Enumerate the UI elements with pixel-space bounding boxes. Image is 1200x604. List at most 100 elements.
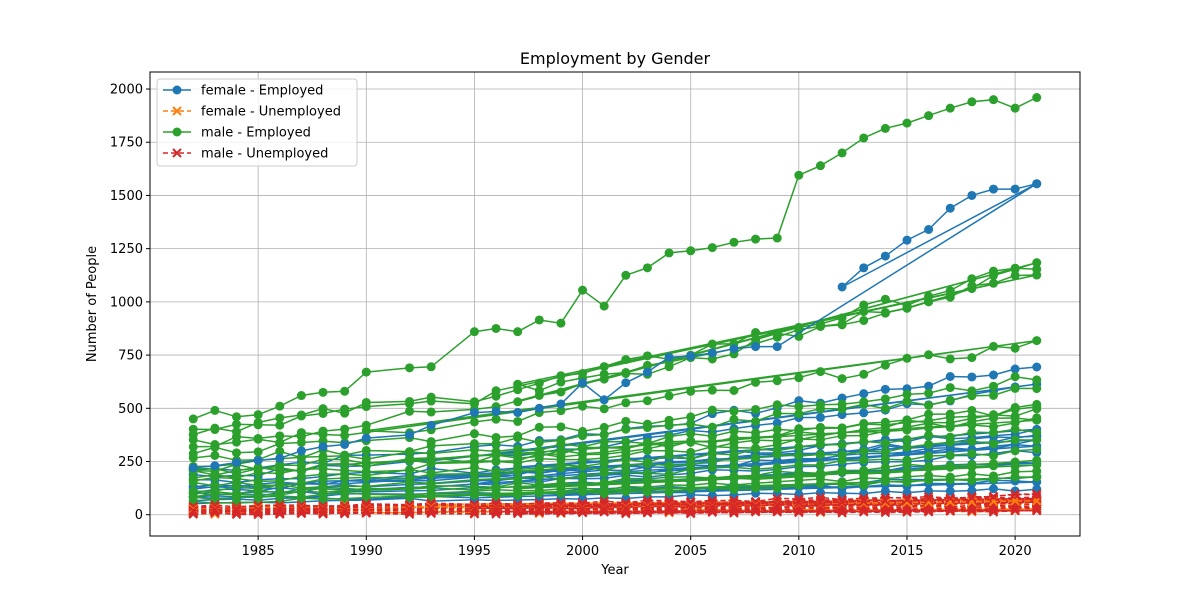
male-employed-group-marker [275, 438, 285, 448]
series-0-point [686, 351, 696, 361]
male-employed-group-marker [945, 462, 955, 472]
male-employed-group-marker [534, 437, 544, 447]
male-employed-group-marker [967, 449, 977, 459]
male-employed-group-marker [686, 419, 696, 429]
male-employed-group-marker [534, 479, 544, 489]
male-employed-group-marker [621, 460, 631, 470]
male-employed-group-marker [491, 474, 501, 484]
series-3-point [685, 502, 696, 512]
male-employed-group-marker [1032, 472, 1042, 482]
series-2-point [188, 414, 198, 424]
male-employed-group-marker [902, 459, 912, 469]
series-3-point [664, 501, 674, 512]
x-tick-label: 2020 [999, 544, 1032, 559]
male-employed-group-marker [556, 377, 566, 387]
male-employed-group-marker [902, 389, 912, 399]
x-axis-label: Year [600, 563, 629, 578]
male-employed-group-marker [253, 447, 263, 457]
series-0-point [772, 342, 782, 352]
male-employed-group-marker [794, 480, 804, 490]
x-axis-ticks: 1985 1990 1995 2000 2005 2010 2015 2020 [242, 536, 1032, 559]
male-employed-group-marker [902, 442, 912, 452]
male-employed-group-marker [1032, 375, 1042, 385]
series-3-point [534, 503, 545, 514]
male-employed-group-marker [967, 475, 977, 485]
male-employed-group-marker [945, 450, 955, 460]
male-employed-group-marker [426, 492, 436, 502]
male-employed-group-marker [707, 422, 717, 432]
male-employed-group-marker [924, 400, 934, 410]
male-employed-group-marker [361, 472, 371, 482]
male-employed-group-marker [534, 390, 544, 400]
male-employed-group-marker [1010, 472, 1020, 482]
legend-label: male - Unemployed [201, 147, 328, 162]
male-employed-group-marker [361, 461, 371, 471]
male-employed-group-marker [837, 456, 847, 466]
y-tick-label: 1500 [110, 189, 143, 204]
male-employed-group-marker [405, 492, 415, 502]
series-2-point [513, 327, 523, 337]
series-2-point [772, 233, 782, 243]
male-employed-group-marker [621, 437, 631, 447]
male-employed-group-marker [902, 353, 912, 363]
legend-label: female - Employed [201, 84, 323, 99]
male-employed-group-marker [513, 416, 523, 426]
male-employed-group-marker [491, 456, 501, 466]
male-employed-group-marker [967, 469, 977, 479]
male-employed-group-marker [232, 482, 242, 492]
x-tick-label: 2005 [674, 544, 707, 559]
male-employed-group-marker [924, 388, 934, 398]
male-unemployed-group-marker [599, 496, 609, 506]
male-employed-group-marker [1032, 402, 1042, 412]
series-3-point [729, 501, 739, 511]
male-employed-group-marker [621, 424, 631, 434]
series-3-point [577, 504, 588, 514]
series-3-point [426, 503, 436, 514]
male-employed-group-marker [1032, 270, 1042, 280]
male-employed-group-marker [556, 439, 566, 449]
male-employed-group-marker [902, 425, 912, 435]
series-3-point [988, 491, 999, 502]
series-0-point [534, 403, 544, 413]
male-employed-group-marker [967, 420, 977, 430]
y-tick-label: 500 [118, 402, 143, 417]
male-employed-group-marker [751, 432, 761, 442]
series-2-point [1010, 103, 1020, 113]
male-employed-group-marker [837, 423, 847, 433]
y-tick-label: 0 [135, 508, 143, 523]
male-employed-group-marker [707, 456, 717, 466]
series-2-point [642, 263, 652, 273]
female-employed-group-marker [772, 418, 782, 428]
male-employed-group-marker [837, 404, 847, 414]
series-0-point [318, 442, 328, 452]
male-employed-group-marker [296, 493, 306, 503]
legend-entries: female - Employed female - Unemployed male… [163, 84, 341, 162]
series-2-point [621, 270, 631, 280]
male-employed-group-marker [707, 437, 717, 447]
male-employed-group-marker [945, 475, 955, 485]
series-2-point [253, 410, 263, 420]
male-employed-group-marker [837, 320, 847, 330]
male-employed-group-marker [751, 377, 761, 387]
male-employed-group-marker [556, 445, 566, 455]
male-employed-group-marker [318, 494, 328, 504]
male-employed-group-marker [664, 362, 674, 372]
male-employed-group-marker [945, 290, 955, 300]
female-employed-group-marker [988, 370, 998, 380]
male-unemployed-group-line [193, 493, 1037, 508]
male-employed-group-marker [1010, 383, 1020, 393]
male-employed-group-marker [880, 438, 890, 448]
male-employed-group-marker [513, 397, 523, 407]
series-2-point [902, 118, 912, 128]
male-employed-group-marker [469, 417, 479, 427]
male-employed-group-marker [772, 400, 782, 410]
male-employed-group-marker [556, 463, 566, 473]
male-unemployed-group-line [193, 507, 1037, 515]
female-employed-group-marker [859, 408, 869, 418]
male-employed-group-marker [729, 406, 739, 416]
male-employed-group-marker [664, 391, 674, 401]
male-employed-group-marker [1010, 404, 1020, 414]
series-2-point [945, 103, 955, 113]
female-employed-group-marker [859, 389, 869, 399]
